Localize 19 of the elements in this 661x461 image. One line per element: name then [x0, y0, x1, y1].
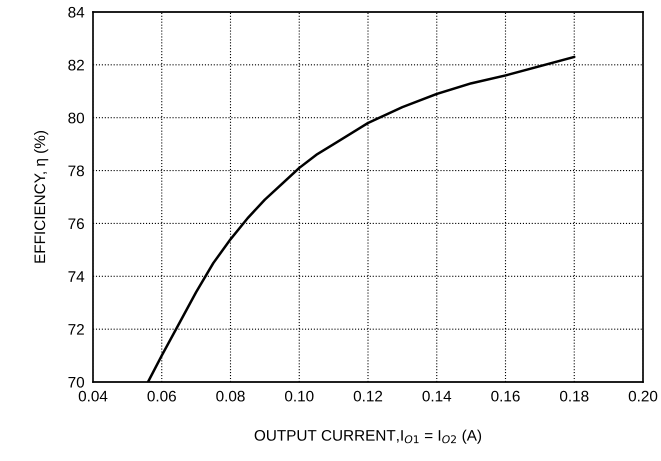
- x-tick-label: 0.04: [78, 390, 108, 402]
- y-tick-label: 70: [68, 376, 84, 388]
- y-tick-label: 84: [68, 6, 84, 18]
- y-tick-label: 78: [68, 165, 84, 176]
- y-tick-label: 82: [68, 60, 84, 71]
- x-axis-title: OUTPUT CURRENT,I$_{O1}$ = I$_{O2}$ (A): [254, 430, 482, 444]
- x-tick-label: 0.16: [491, 390, 520, 402]
- y-tick-label: 80: [68, 112, 84, 124]
- y-tick-label: 74: [68, 271, 84, 282]
- y-tick-label: 72: [68, 324, 84, 335]
- x-tick-label: 0.10: [284, 390, 314, 402]
- y-tick-label: 76: [68, 218, 84, 230]
- x-tick-label: 0.12: [354, 390, 382, 402]
- x-tick-label: 0.18: [560, 390, 588, 402]
- x-tick-label: 0.14: [422, 390, 452, 402]
- x-tick-label: 0.08: [216, 390, 245, 402]
- x-tick-label: 0.20: [628, 390, 658, 402]
- y-axis-title: EFFICIENCY, η (%): [34, 131, 48, 263]
- x-tick-label: 0.06: [147, 390, 176, 402]
